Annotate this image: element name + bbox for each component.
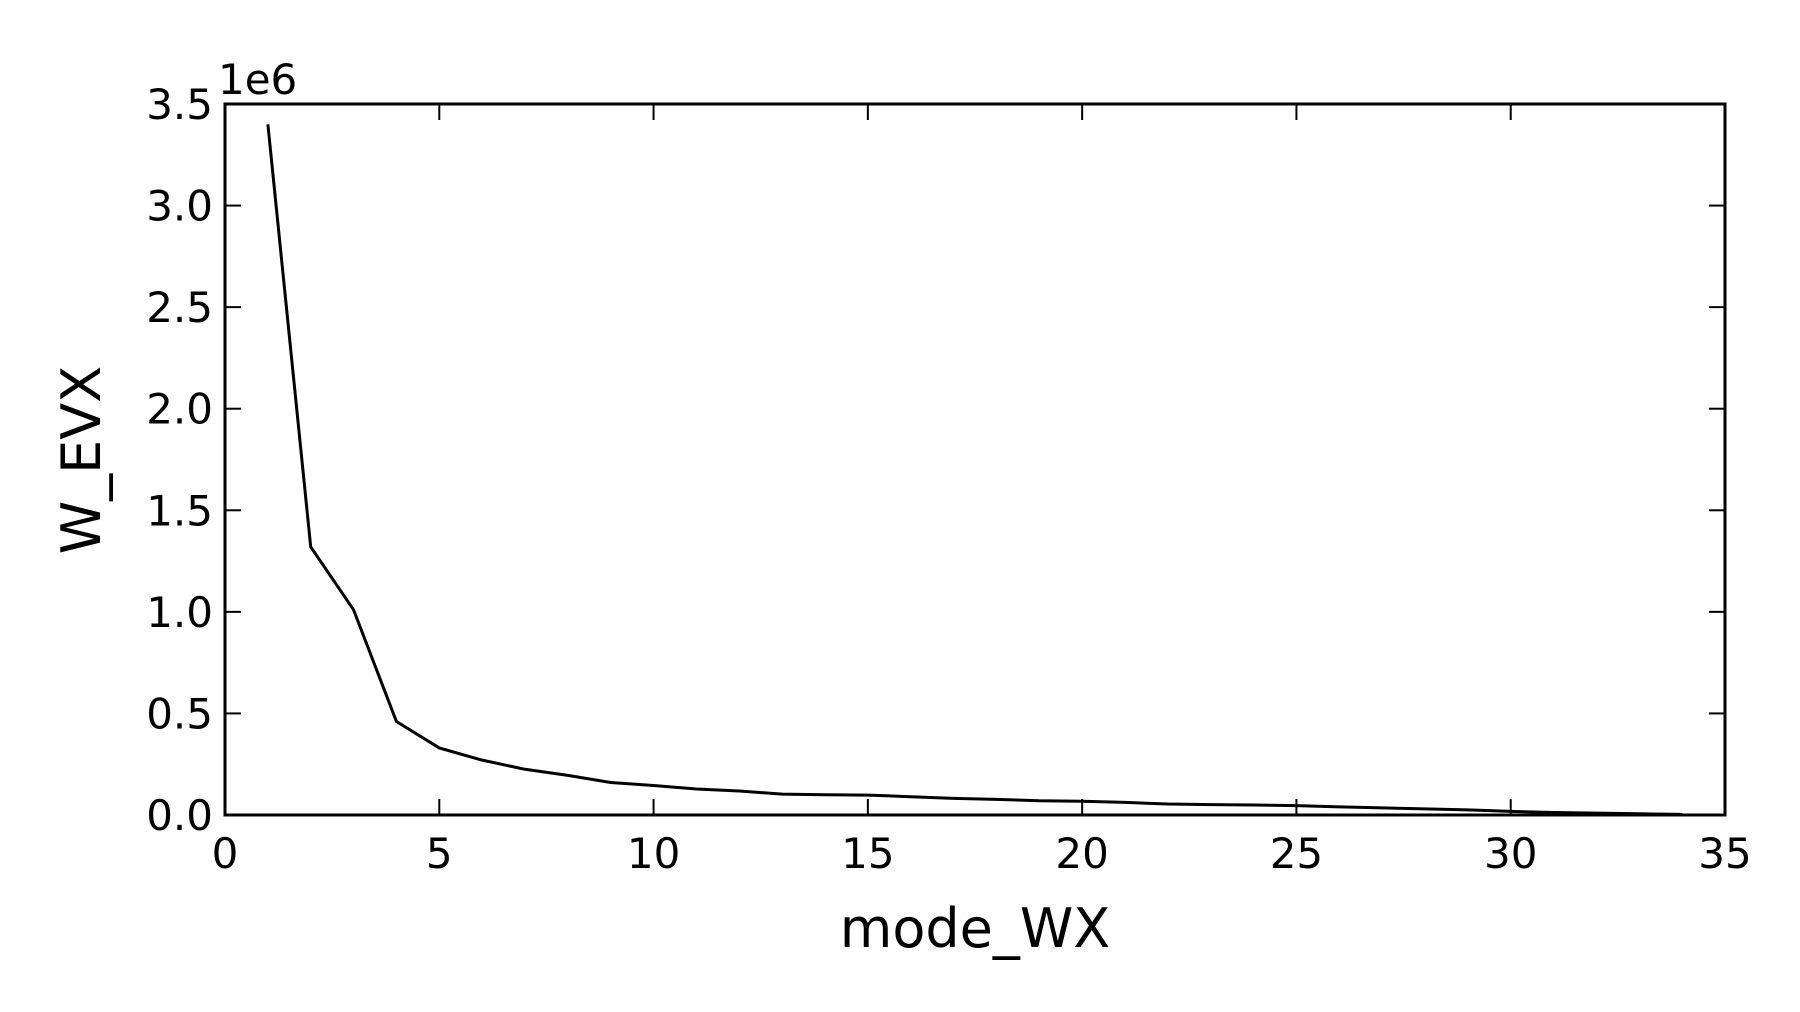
x-tick-label: 0: [212, 829, 239, 878]
y-tick-label: 0.5: [146, 689, 213, 738]
y-offset-label: 1e6: [218, 55, 297, 104]
y-tick-label: 2.0: [146, 385, 213, 434]
y-tick-label: 2.5: [146, 283, 213, 332]
x-tick-label: 15: [841, 829, 894, 878]
x-tick-labels: 0 5 10 15 20 25 30 35: [212, 829, 1752, 878]
y-tick-label: 1.5: [146, 486, 213, 535]
x-tick-label: 35: [1698, 829, 1751, 878]
y-tick-label: 0.0: [146, 791, 213, 840]
x-axis-title: mode_WX: [840, 897, 1111, 960]
x-tick-label: 25: [1270, 829, 1323, 878]
y-axis-title: W_EVX: [50, 366, 113, 554]
y-tick-labels: 0.0 0.5 1.0 1.5 2.0 2.5 3.0 3.5: [146, 80, 213, 840]
y-tick-label: 3.5: [146, 80, 213, 129]
plot-area: [225, 104, 1725, 815]
y-tick-label: 3.0: [146, 182, 213, 231]
series-line: [266, 124, 1683, 816]
x-tick-label: 10: [627, 829, 680, 878]
y-tick-label: 1.0: [146, 588, 213, 637]
plot-frame: [223, 102, 1727, 817]
x-tick-label: 20: [1055, 829, 1108, 878]
x-tick-label: 30: [1484, 829, 1537, 878]
x-tick-label: 5: [426, 829, 453, 878]
